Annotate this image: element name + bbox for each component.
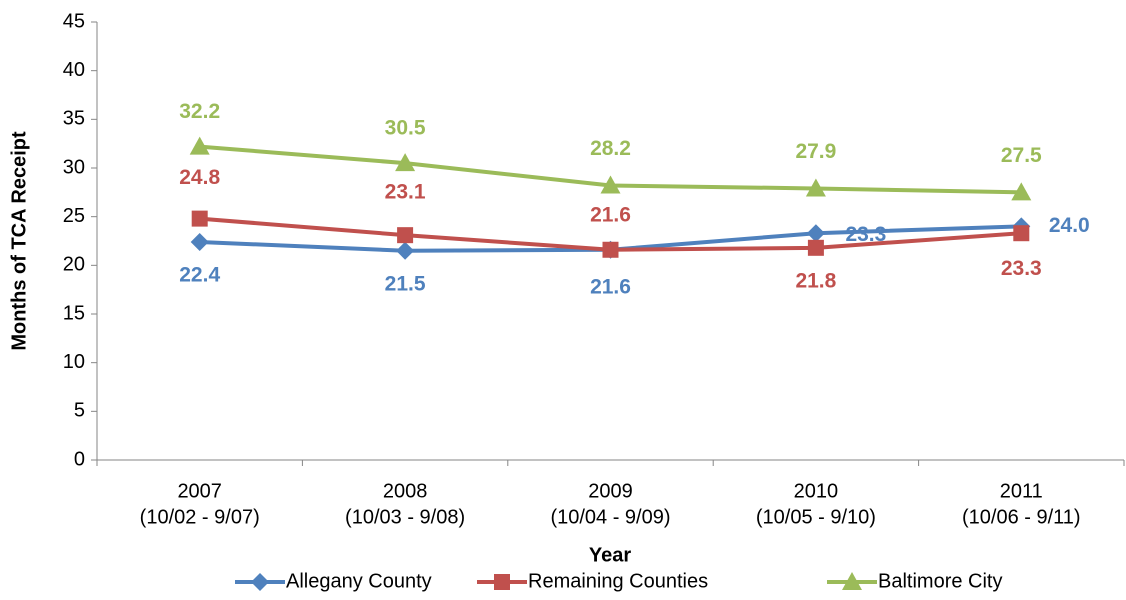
- legend-marker: [251, 573, 269, 591]
- y-tick-label: 20: [63, 254, 85, 276]
- y-tick-label: 0: [74, 448, 85, 470]
- legend-marker: [842, 572, 862, 590]
- point-marker: [1013, 225, 1030, 242]
- point-marker: [396, 241, 415, 260]
- point-marker: [190, 232, 209, 251]
- data-label: 27.9: [795, 140, 836, 163]
- data-label: 21.5: [385, 272, 426, 295]
- x-tick-sublabel: (10/05 - 9/10): [756, 506, 876, 528]
- data-label: 23.3: [845, 223, 886, 246]
- point-marker: [191, 210, 208, 227]
- data-label: 30.5: [385, 117, 426, 140]
- y-tick-label: 25: [63, 205, 85, 227]
- x-axis-title: Year: [589, 544, 631, 566]
- point-marker: [395, 153, 416, 172]
- data-label: 23.3: [1001, 257, 1042, 280]
- legend-label: Remaining Counties: [528, 570, 708, 592]
- point-marker: [806, 224, 825, 243]
- x-tick-label: 2010: [794, 480, 839, 502]
- y-tick-label: 5: [74, 400, 85, 422]
- y-tick-label: 35: [63, 108, 85, 130]
- legend-marker: [494, 574, 510, 590]
- x-tick-label: 2011: [1000, 480, 1043, 502]
- x-tick-label: 2009: [588, 480, 633, 502]
- y-tick-label: 30: [63, 156, 85, 178]
- x-tick-sublabel: (10/02 - 9/07): [140, 506, 260, 528]
- legend-label: Allegany County: [286, 570, 432, 592]
- point-marker: [600, 175, 621, 194]
- legend-label: Baltimore City: [878, 570, 1002, 592]
- point-marker: [189, 136, 210, 155]
- point-marker: [397, 227, 414, 244]
- y-tick-label: 15: [63, 302, 85, 324]
- x-tick-sublabel: (10/06 - 9/11): [962, 506, 1081, 528]
- y-tick-label: 40: [63, 59, 85, 81]
- y-axis-title: Months of TCA Receipt: [8, 131, 30, 351]
- point-marker: [805, 178, 826, 197]
- data-label: 21.8: [795, 269, 836, 292]
- point-marker: [1011, 182, 1032, 201]
- y-tick-label: 45: [63, 10, 85, 32]
- data-label: 32.2: [179, 100, 220, 123]
- point-marker: [807, 239, 824, 256]
- data-label: 21.6: [590, 275, 631, 298]
- data-label: 22.4: [179, 264, 220, 287]
- x-tick-sublabel: (10/03 - 9/08): [345, 506, 465, 528]
- data-label: 24.8: [179, 166, 220, 189]
- data-label: 27.5: [1001, 144, 1042, 167]
- x-tick-sublabel: (10/04 - 9/09): [550, 506, 670, 528]
- data-label: 28.2: [590, 137, 631, 160]
- data-label: 21.6: [590, 203, 631, 226]
- point-marker: [602, 241, 619, 258]
- data-label: 23.1: [385, 181, 426, 204]
- y-tick-label: 10: [63, 351, 85, 373]
- x-tick-label: 2008: [383, 480, 428, 502]
- data-label: 24.0: [1049, 214, 1090, 237]
- x-tick-label: 2007: [177, 480, 222, 502]
